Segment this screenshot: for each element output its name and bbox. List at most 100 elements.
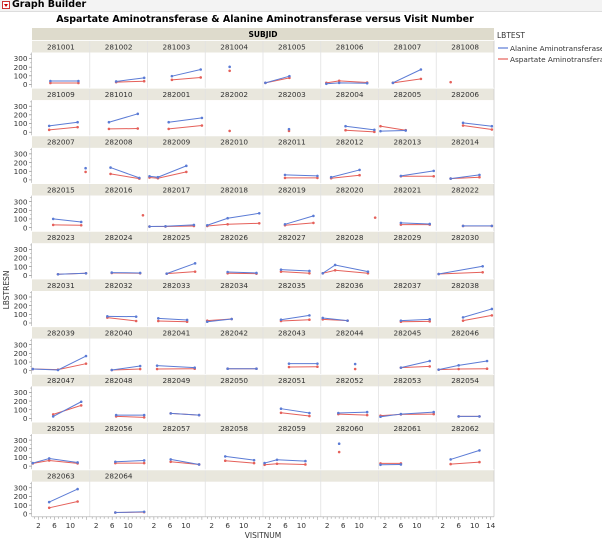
alt-point: [275, 458, 279, 462]
panel-label-282002: 282002: [220, 90, 248, 99]
panel-label-282063: 282063: [47, 472, 75, 481]
alt-line-282008: [110, 167, 140, 179]
ast-point: [141, 213, 145, 217]
alt-point: [109, 166, 112, 169]
y-tick-label: 100: [14, 119, 28, 128]
alt-line-281007: [392, 69, 422, 84]
alt-line-282019: [284, 215, 314, 225]
ast-point: [109, 172, 112, 176]
alt-point: [437, 272, 440, 276]
alt-point: [461, 316, 465, 319]
panel-label-281003: 281003: [162, 42, 190, 51]
ast-line-282019: [284, 222, 314, 226]
y-tick-label: 300: [14, 436, 28, 445]
ast-point: [379, 124, 382, 128]
panel-label-282056: 282056: [105, 424, 133, 433]
panel-label-282024: 282024: [105, 233, 133, 242]
ast-point: [457, 367, 460, 371]
ast-line-282062: [450, 461, 480, 465]
y-tick-label: 0: [23, 319, 28, 328]
alt-point: [365, 410, 369, 414]
panel-label-282006: 282006: [451, 90, 479, 99]
alt-point: [169, 458, 172, 461]
alt-line-282049: [170, 412, 200, 416]
ast-point: [252, 461, 256, 465]
panel-label-282025: 282025: [162, 233, 190, 242]
x-tick-label: 6: [456, 521, 461, 530]
x-tick-label: 2: [325, 521, 330, 530]
alt-point: [200, 116, 204, 120]
alt-point: [110, 368, 114, 372]
panel-label-282061: 282061: [393, 424, 421, 433]
ast-point: [79, 223, 83, 227]
panel-label-282058: 282058: [220, 424, 248, 433]
panel-label-281007: 281007: [393, 42, 421, 51]
panel-label-282064: 282064: [105, 472, 133, 481]
red-triangle-menu-icon[interactable]: [2, 1, 10, 9]
alt-point: [288, 74, 291, 78]
alt-point: [437, 368, 440, 371]
ast-point: [279, 270, 283, 273]
alt-point: [223, 455, 227, 458]
alt-point: [287, 362, 291, 365]
x-tick-label: 10: [66, 521, 76, 530]
x-tick-label: 6: [225, 521, 230, 530]
ast-point: [478, 175, 481, 179]
y-tick-label: 300: [14, 102, 28, 111]
panel-label-282009: 282009: [162, 138, 190, 147]
ast-point: [275, 462, 279, 466]
panel-label-282003: 282003: [278, 90, 306, 99]
alt-point: [373, 128, 376, 132]
ast-line-282027: [280, 271, 310, 274]
alt-line-282030: [438, 265, 483, 275]
ast-point: [449, 80, 452, 84]
alt-point: [391, 81, 395, 85]
x-tick-label: 10: [470, 521, 480, 530]
panel-label-282039: 282039: [47, 329, 75, 338]
x-tick-label: 6: [168, 521, 173, 530]
y-tick-label: 0: [23, 223, 28, 232]
ast-point: [136, 127, 140, 130]
y-tick-label: 0: [23, 462, 28, 471]
panel-label-281009: 281009: [47, 90, 75, 99]
legend-entry-alt[interactable]: Alanine Aminotransferase: [510, 44, 602, 53]
alt-point: [106, 315, 109, 318]
alt-point: [169, 412, 172, 415]
y-tick-label: 0: [23, 176, 28, 185]
graph-builder-titlebar: Graph Builder: [0, 0, 602, 12]
ast-line-282005: [380, 125, 406, 131]
alt-point: [457, 415, 460, 418]
ast-line-282012: [331, 174, 360, 179]
x-tick-label: 10: [124, 521, 134, 530]
ast-point: [419, 77, 423, 81]
alt-point: [79, 220, 83, 224]
panel-label-282047: 282047: [47, 376, 75, 385]
panel-label-282026: 282026: [220, 233, 248, 242]
panel-label-282044: 282044: [336, 329, 364, 338]
alt-line-282027: [280, 269, 310, 272]
alt-point: [56, 368, 60, 372]
ast-line-282038: [462, 314, 492, 322]
legend-entry-ast[interactable]: Aspartate Aminotransferase: [510, 55, 602, 64]
alt-point: [138, 176, 141, 180]
y-tick-label: 100: [14, 72, 28, 81]
panel-label-282019: 282019: [278, 185, 306, 194]
alt-point: [49, 79, 52, 83]
alt-point: [263, 461, 266, 465]
alt-point: [428, 359, 432, 363]
alt-point: [148, 174, 151, 178]
panel-label-282057: 282057: [162, 424, 190, 433]
alt-point: [329, 175, 333, 179]
alt-point: [79, 400, 83, 404]
alt-point: [308, 269, 311, 273]
alt-point: [399, 319, 403, 322]
y-tick-label: 100: [14, 262, 28, 271]
ast-point: [107, 127, 111, 131]
alt-point: [344, 124, 347, 128]
alt-point: [461, 224, 465, 228]
ast-line-282045: [400, 365, 430, 369]
panel-label-282054: 282054: [451, 376, 479, 385]
alt-point: [205, 223, 209, 227]
x-tick-label: 2: [209, 521, 214, 530]
